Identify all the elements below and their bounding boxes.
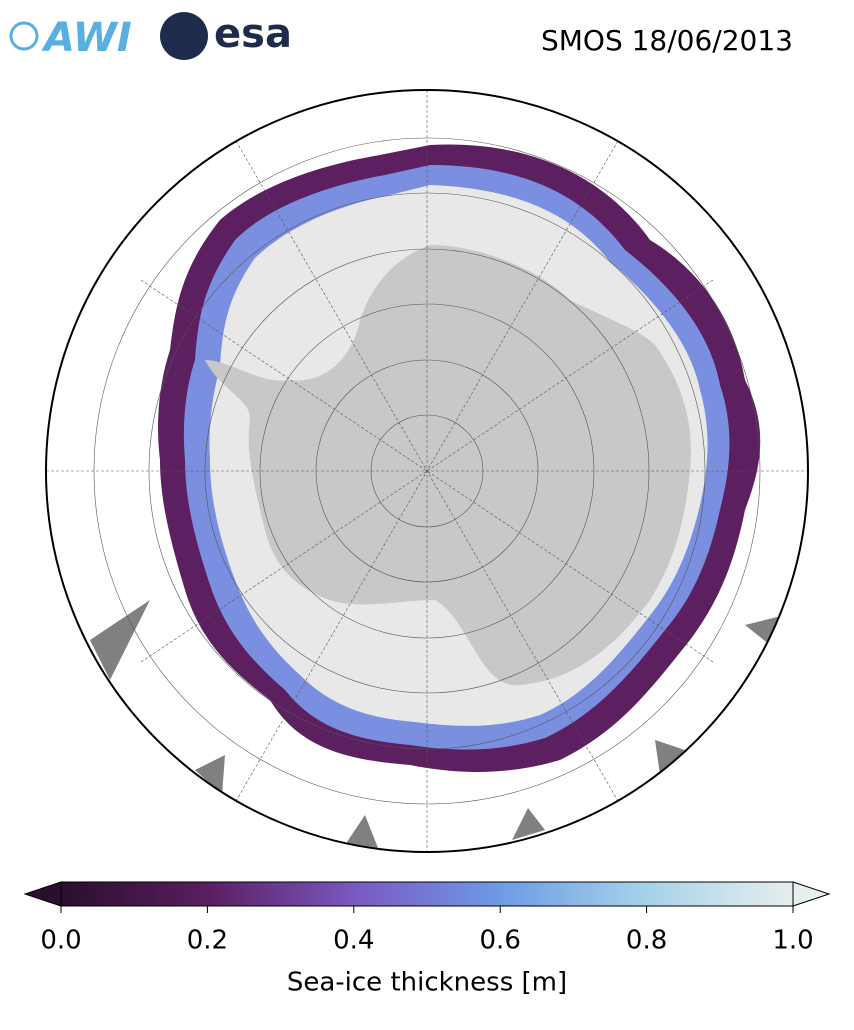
logo-text: esa [214,11,292,57]
title: SMOS 18/06/2013 [541,24,793,57]
logo-mark [160,12,208,60]
colorbar-extend-min [23,881,62,907]
map-frame [45,89,809,853]
colorbar-tick-label: 0.4 [333,926,374,956]
colorbar-tick-label: 1.0 [772,926,813,956]
logo-text: AWI [41,15,132,61]
continent [205,245,691,686]
colorbar-tick-label: 0.8 [626,926,667,956]
colorbar-bar [60,881,794,907]
logo-globe [9,21,39,51]
map [46,90,808,852]
graticule [46,90,808,852]
colorbar-tick-label: 0.2 [187,926,228,956]
colorbar-label: Sea-ice thickness [m] [287,968,567,998]
esa-logo: esa [160,11,292,60]
colorbar-tick-label: 0.0 [40,926,81,956]
colorbar-extend-max [792,881,831,907]
colorbar [23,881,831,907]
colorbar-tick-label: 0.6 [480,926,521,956]
awi-logo: AWI [9,15,132,61]
